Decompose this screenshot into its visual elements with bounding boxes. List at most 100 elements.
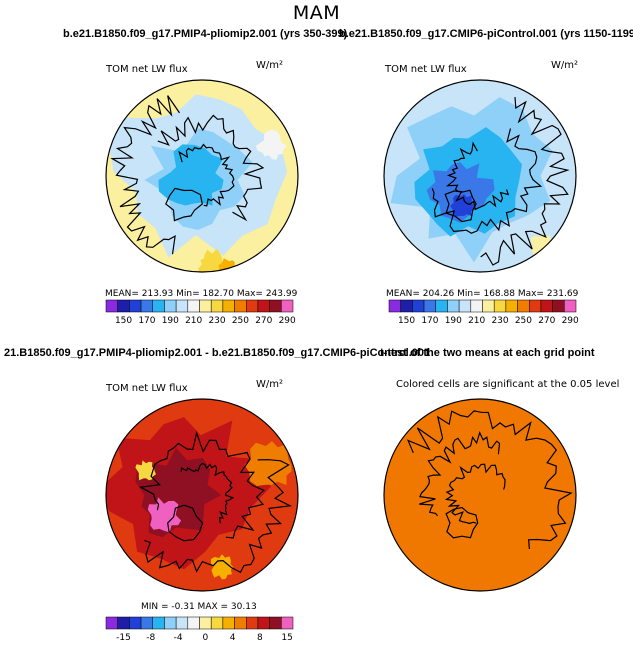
coastline [157,114,265,222]
panel-1-colorbar-label: 190 [162,316,179,326]
map-border [383,79,577,273]
panel-2-colorbar-label: 250 [515,316,532,326]
panel-1-colorbar-box [222,299,235,313]
panel-3-colorbar-label: -4 [174,633,183,643]
panel-1-colorbar-box [164,299,177,313]
panel-2-colorbar-box [458,299,472,313]
panel-2-colorbar-box [470,299,483,313]
panel-4-note: Colored cells are significant at the 0.0… [396,379,620,390]
panel-2-colorbar: 150 170 190 210 230 250 270 290 [388,299,579,326]
panel-2-colorbar-box [388,299,401,313]
figure-title: MAM [292,2,341,24]
panel-3-colorbar-box [164,616,177,630]
panel-3-colorbar-box [281,616,294,630]
panel-3-colorbar-label: 15 [281,633,292,643]
panel-2-colorbar-label: 210 [468,316,485,326]
panel-2-title: b.e21.B1850.f09_g17.CMIP6-piControl.001 … [339,28,633,40]
panel-2-colorbar-label: 170 [421,316,438,326]
panel-2-colorbar-box [435,299,448,313]
panel-2-colorbar-label: 290 [562,316,579,326]
panel-2-stats: MEAN= 204.26 Min= 168.88 Max= 231.69 [386,289,579,299]
panel-3-colorbar-box [246,616,259,630]
coastline [167,504,204,542]
panel-3-colorbar-label: 4 [230,633,236,643]
panel-3-title: 21.B1850.f09_g17.PMIP4-pliomip2.001 - b.… [4,347,431,359]
panel-1-colorbar-box [246,299,259,313]
panel-1-colorbar-box [281,299,294,313]
panel-2-colorbar-box [423,299,436,313]
panel-2-field-label: TOM net LW flux [385,64,467,75]
panel-3-colorbar-box [175,616,189,630]
panel-1-colorbar-label: 150 [115,316,132,326]
map-panel-4 [383,398,577,592]
panel-3-colorbar-label: -15 [116,633,131,643]
map-border [105,398,299,592]
panel-1-colorbar-box [199,299,212,313]
map-border [383,398,577,592]
coastline [444,189,477,223]
panel-2-colorbar-label: 190 [445,316,462,326]
coastline [406,410,573,550]
panel-1-colorbar-label: 210 [185,316,202,326]
panel-1-colorbar-box [257,299,270,313]
panel-1-colorbar-box [140,299,153,313]
panel-1-title: b.e21.B1850.f09_g17.PMIP4-pliomip2.001 (… [63,28,348,40]
panel-3-colorbar-label: 8 [257,633,263,643]
panel-3-colorbar-box [105,616,118,630]
panel-3-colorbar-box [152,616,165,630]
panel-3-colorbar-box [210,616,224,630]
contour-fill [198,248,223,272]
panel-2-colorbar-box [529,299,542,313]
panel-1-stats: MEAN= 213.93 Min= 182.70 Max= 243.99 [105,289,298,299]
contour-fill [450,194,474,217]
coastline [138,430,265,539]
coastline [444,463,506,525]
panel-2-colorbar-box [493,299,507,313]
panel-1-colorbar-label: 270 [255,316,272,326]
panel-1-colorbar-box [210,299,224,313]
panel-2-colorbar-label: 270 [538,316,555,326]
coastline [165,187,203,222]
panel-1-colorbar-box [129,299,142,313]
map-panel-3 [105,398,299,592]
panel-3-colorbar-box [199,616,212,630]
contour-fill [147,497,182,533]
panel-1-colorbar: 150 170 190 210 230 250 270 290 [105,299,296,326]
map-border [105,79,299,273]
panel-3-colorbar-box [234,616,247,630]
panel-1-colorbar-box [175,299,189,313]
coastline [178,143,235,207]
map-panel-2 [383,79,577,273]
coastline [431,128,543,234]
panel-1-colorbar-label: 170 [138,316,155,326]
panel-3-stats: MIN = -0.31 MAX = 30.13 [141,602,257,612]
panel-2-colorbar-label: 150 [398,316,415,326]
coastline [144,459,293,574]
coastline [180,462,235,524]
panel-1-colorbar-box [187,299,200,313]
panel-3-colorbar-label: 0 [202,633,208,643]
panel-2-colorbar-box [482,299,495,313]
map-panel-1 [105,79,299,273]
coastline [110,95,180,255]
panel-1-colorbar-label: 230 [208,316,225,326]
contour-fill [158,144,224,206]
coastline [445,506,479,539]
panel-4-title: t-test of the two means at each grid poi… [380,347,595,359]
panel-3-colorbar-box [187,616,200,630]
panel-3-field-label: TOM net LW flux [106,383,188,394]
panel-1-colorbar-label: 290 [279,316,296,326]
panel-2-colorbar-box [517,299,530,313]
panel-1-colorbar-box [234,299,247,313]
contour-fill [255,129,287,160]
panel-1-colorbar-label: 250 [232,316,249,326]
coastline [480,97,570,266]
panel-2-colorbar-box [540,299,553,313]
panel-2-colorbar-box [564,299,577,313]
contour-fill [384,399,576,591]
panel-3-colorbar-label: -8 [146,633,155,643]
panel-2-units: W/m² [551,60,579,71]
panel-3-colorbar-box [117,616,130,630]
panel-2-colorbar-box [552,299,565,313]
